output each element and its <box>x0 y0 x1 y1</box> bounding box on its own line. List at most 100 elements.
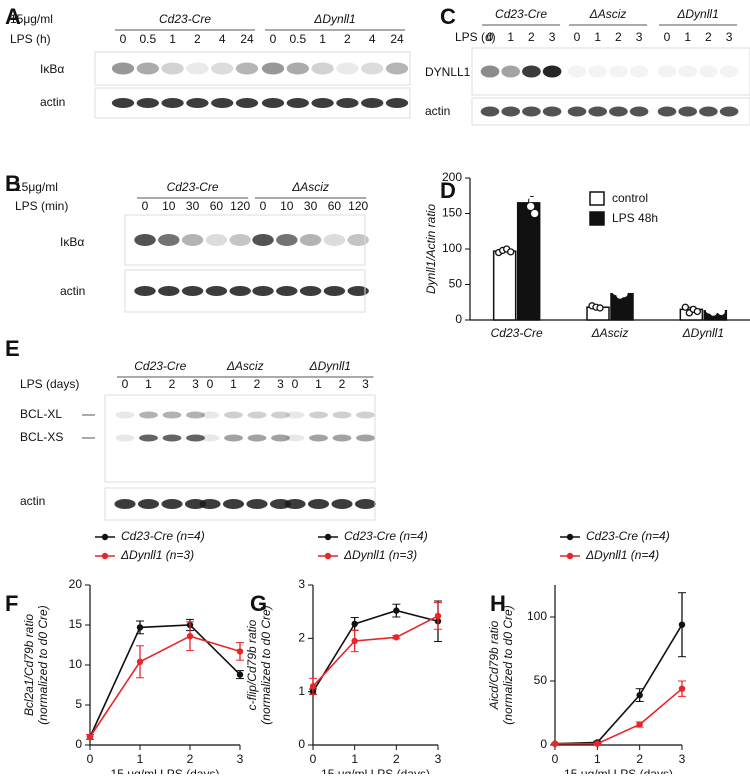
replicate-point <box>519 184 527 193</box>
x-axis-label: 15 μg/ml LPS (days) <box>564 767 673 774</box>
blot-frame <box>94 51 411 86</box>
lane-label: 10 <box>280 199 294 213</box>
x-tick-label: 2 <box>636 752 643 766</box>
legend-marker <box>566 533 574 541</box>
blot-band <box>111 98 135 108</box>
concentration-label: 15μg/ml <box>15 180 58 194</box>
data-point <box>236 648 244 655</box>
y-tick-label: 100 <box>527 609 547 623</box>
blot-band <box>501 65 521 78</box>
lane-label: 2 <box>344 32 351 46</box>
lane-label: 2 <box>194 32 201 46</box>
lps-label: LPS (days) <box>20 377 79 391</box>
blot-frame <box>104 394 376 483</box>
series-line <box>312 615 439 687</box>
y-tick-label: 200 <box>442 170 462 184</box>
lane-label: 0 <box>574 30 581 44</box>
row-label: actin <box>40 95 65 109</box>
y-axis-label: (normalized to d0 Cre) <box>501 605 515 724</box>
group-label: Cd23-Cre <box>134 359 186 373</box>
blot-band <box>522 106 541 117</box>
blot-frame <box>104 487 376 521</box>
legend-marker <box>324 552 332 560</box>
group-label: ΔAsciz <box>226 359 264 373</box>
y-tick-label: 50 <box>534 673 548 687</box>
data-point <box>551 740 559 747</box>
series-line <box>555 688 683 745</box>
blot-band <box>356 434 375 442</box>
blot-band <box>480 65 500 78</box>
lane-label: 4 <box>369 32 376 46</box>
lane-label: 3 <box>549 30 556 44</box>
row-label: actin <box>20 494 45 508</box>
blot-band <box>276 286 298 296</box>
y-axis-label: Bcl2a1/Cd79b ratio <box>22 614 36 716</box>
replicate-point <box>527 202 535 211</box>
panel-letter: B <box>5 171 21 196</box>
x-tick-label: 2 <box>393 752 400 766</box>
blot-band <box>629 106 649 117</box>
blot-band <box>323 286 346 296</box>
blot-band <box>115 434 135 442</box>
lane-label: 0 <box>270 32 277 46</box>
blot-band <box>542 65 562 78</box>
blot-band <box>139 434 158 442</box>
blot-band <box>247 411 267 419</box>
panel-letter: G <box>250 591 267 616</box>
data-point <box>636 691 643 699</box>
lane-label: 2 <box>254 377 261 391</box>
panel-letter: A <box>5 4 21 29</box>
group-label: Cd23-Cre <box>167 180 219 194</box>
y-tick-label: 0 <box>455 312 462 326</box>
legend-marker <box>324 533 332 541</box>
lane-label: 0 <box>142 199 149 213</box>
legend-marker <box>566 552 574 560</box>
legend-label: Cd23-Cre (n=4) <box>344 529 428 543</box>
blot-band <box>657 106 677 117</box>
lane-label: 3 <box>277 377 284 391</box>
blot-band <box>162 411 182 419</box>
legend-label: ΔDynll1 (n=4) <box>585 548 659 562</box>
blot-band <box>246 499 268 509</box>
data-point <box>86 733 94 741</box>
blot-band <box>678 106 698 117</box>
blot-band <box>184 499 207 509</box>
legend-label: ΔDynll1 (n=3) <box>120 548 194 562</box>
x-tick-label: 3 <box>435 752 442 766</box>
data-point <box>678 621 686 628</box>
row-label: IκBα <box>40 62 64 76</box>
row-label: IκBα <box>60 235 84 249</box>
x-tick-label: Cd23-Cre <box>491 326 543 340</box>
blot-band <box>252 286 274 296</box>
legend-label: Cd23-Cre (n=4) <box>586 529 670 543</box>
series-line <box>89 635 241 738</box>
replicate-point <box>523 192 531 200</box>
blot-band <box>186 62 209 75</box>
lane-label: 1 <box>507 30 514 44</box>
group-label: ΔDynll1 <box>313 12 355 26</box>
blot-band <box>567 65 587 78</box>
x-tick-label: 3 <box>679 752 686 766</box>
blot-band <box>609 65 628 78</box>
lane-label: 1 <box>315 377 322 391</box>
lane-label: 2 <box>705 30 712 44</box>
blot-band <box>115 411 135 419</box>
x-tick-label: 1 <box>594 752 601 766</box>
blot-band <box>299 234 322 246</box>
blot-band <box>285 411 305 419</box>
data-point <box>186 633 194 640</box>
x-tick-label: 0 <box>87 752 94 766</box>
lane-label: 2 <box>615 30 622 44</box>
replicate-point <box>507 248 515 256</box>
blot-band <box>162 434 182 442</box>
series-line <box>89 624 241 738</box>
bar <box>516 202 541 321</box>
legend-swatch <box>589 191 605 206</box>
y-axis-label: Dynll1/Actin ratio <box>424 204 438 294</box>
legend-swatch <box>589 211 605 226</box>
blot-band <box>222 499 245 509</box>
blot-band <box>522 65 541 78</box>
y-axis-label: (normalized to d0 Cre) <box>36 605 50 724</box>
lane-label: 0 <box>664 30 671 44</box>
blot-band <box>311 98 334 108</box>
